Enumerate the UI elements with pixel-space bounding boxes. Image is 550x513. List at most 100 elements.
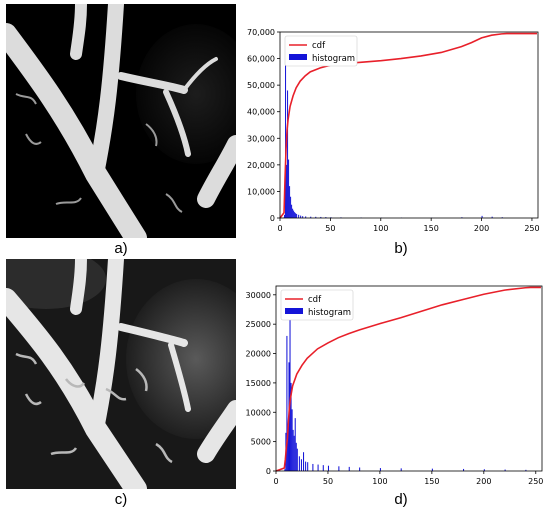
histogram-bar xyxy=(305,461,307,471)
histogram-bar xyxy=(338,466,340,471)
y-tick-label: 30000 xyxy=(246,291,271,300)
histogram-bar xyxy=(290,196,292,218)
vessel-image-c-drawing xyxy=(6,259,236,489)
histogram-bar xyxy=(287,90,289,218)
plot-frame xyxy=(279,31,539,219)
x-tick-label: 100 xyxy=(373,224,388,233)
histogram-bar xyxy=(491,216,493,218)
histogram-bar xyxy=(288,159,290,218)
y-tick-label: 5000 xyxy=(251,438,271,447)
histogram-bar xyxy=(293,210,295,218)
histogram-bar xyxy=(327,465,329,471)
y-tick-label: 20000 xyxy=(246,350,271,359)
legend-histogram-swatch xyxy=(285,308,303,314)
histogram-bar xyxy=(307,462,309,471)
histogram-bar xyxy=(481,215,483,218)
y-tick-label: 25000 xyxy=(246,320,271,329)
vessel-image-a-drawing xyxy=(6,4,236,238)
vessel-image-a xyxy=(6,4,236,238)
y-tick-label: 0 xyxy=(266,467,271,476)
x-tick-label: 200 xyxy=(476,477,491,486)
histogram-bar xyxy=(431,468,433,471)
legend-histogram-label: histogram xyxy=(308,308,351,318)
y-tick-label: 30,000 xyxy=(247,134,275,143)
legend-cdf-label: cdf xyxy=(312,41,326,51)
plot-frame xyxy=(275,285,543,472)
y-tick-label: 50,000 xyxy=(247,81,275,90)
histogram-bar xyxy=(289,186,291,218)
histogram-bar xyxy=(322,465,324,471)
y-tick-label: 15000 xyxy=(246,379,271,388)
legend-histogram-label: histogram xyxy=(312,54,355,64)
x-tick-label: 0 xyxy=(277,224,282,233)
caption-c: c) xyxy=(114,491,128,508)
chart-d-svg: 0 50 100 150 200 250 0 5000 10000 15000 20000 25000… xyxy=(246,285,543,486)
x-tick-label: 250 xyxy=(528,477,543,486)
histogram-bar xyxy=(400,468,402,471)
chart-d: 0 50 100 150 200 250 0 5000 10000 15000 20000 25000… xyxy=(240,259,550,490)
histogram-bar xyxy=(312,463,314,471)
histogram-bar xyxy=(291,204,293,218)
y-tick-label: 10,000 xyxy=(247,187,275,196)
x-tick-label: 50 xyxy=(323,477,333,486)
histogram-bar xyxy=(289,306,291,471)
histogram-bar xyxy=(291,409,293,471)
histogram-bar xyxy=(317,464,319,471)
histogram-bar xyxy=(298,214,300,218)
histogram-bar xyxy=(286,335,288,471)
chart-b-svg: 0 50 100 150 200 250 0 10,000 20,000 30,000 40,000… xyxy=(247,28,540,233)
histogram-bar xyxy=(348,466,350,471)
histogram-bar xyxy=(302,216,304,218)
x-tick-label: 150 xyxy=(424,477,439,486)
histogram-bar xyxy=(504,469,506,471)
histogram-bar xyxy=(310,216,312,218)
histogram-bar xyxy=(298,456,300,471)
legend-cdf-label: cdf xyxy=(308,295,322,305)
histogram-bar xyxy=(295,442,297,471)
x-tick-label: 50 xyxy=(325,224,335,233)
histogram-bar xyxy=(292,208,294,218)
histogram-bar xyxy=(290,382,292,471)
caption-a: a) xyxy=(114,240,128,257)
histogram-bar xyxy=(285,58,287,219)
legend-histogram-swatch xyxy=(289,54,307,60)
vessel-image-c xyxy=(6,259,236,489)
x-tick-label: 200 xyxy=(474,224,489,233)
histogram-bar xyxy=(296,448,298,471)
histogram-bar xyxy=(294,418,296,471)
histogram-bar xyxy=(294,212,296,218)
histogram-bar xyxy=(483,469,485,471)
caption-b: b) xyxy=(394,240,408,257)
cdf-line xyxy=(275,286,541,472)
histogram-bar xyxy=(295,213,297,218)
x-tick-label: 250 xyxy=(524,224,539,233)
histogram-bar xyxy=(287,424,289,471)
y-tick-label: 0 xyxy=(270,214,275,223)
histogram-bar xyxy=(300,215,302,218)
y-tick-label: 40,000 xyxy=(247,108,275,117)
histogram-bar xyxy=(303,452,305,471)
y-tick-label: 70,000 xyxy=(247,28,275,37)
histogram-bar xyxy=(463,468,465,471)
x-tick-label: 0 xyxy=(273,477,278,486)
histogram-bar xyxy=(300,459,302,471)
caption-d: d) xyxy=(394,491,408,508)
histogram-bar xyxy=(286,164,288,218)
histogram-bar xyxy=(284,469,286,471)
y-tick-label: 10000 xyxy=(246,408,271,417)
histogram-bar xyxy=(284,214,286,218)
y-tick-label: 20,000 xyxy=(247,161,275,170)
histogram-bar xyxy=(320,216,322,218)
histogram-bar xyxy=(296,214,298,218)
x-tick-label: 150 xyxy=(424,224,439,233)
histogram-bar xyxy=(525,469,527,471)
chart-b: 0 50 100 150 200 250 0 10,000 20,000 30,000 40,000… xyxy=(240,0,550,238)
histogram-bar xyxy=(293,435,295,471)
histogram-bar xyxy=(379,468,381,471)
histogram-bar xyxy=(315,216,317,218)
x-tick-label: 100 xyxy=(372,477,387,486)
histogram-bar xyxy=(359,467,361,471)
histogram-bar xyxy=(305,216,307,218)
y-tick-label: 60,000 xyxy=(247,55,275,64)
histogram-bar xyxy=(292,429,294,471)
